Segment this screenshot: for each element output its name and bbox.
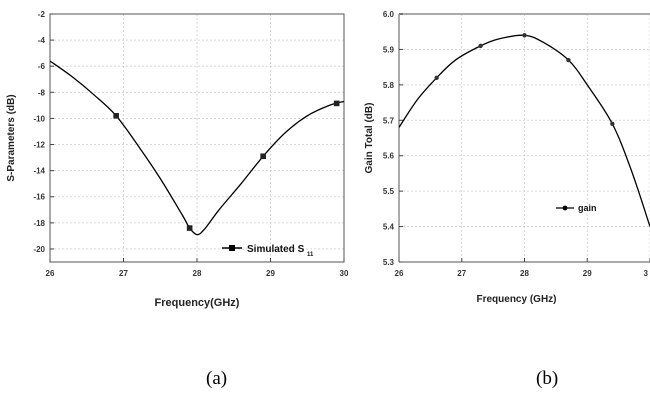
legend-label: gain [578,203,597,213]
y-tick-label: 5.5 [383,187,395,196]
y-tick-label: -14 [33,167,45,176]
y-tick-label: -4 [38,36,46,45]
x-tick-label: 27 [457,269,466,278]
legend-label: Simulated S [247,244,305,255]
x-tick-label: 3 [644,269,649,278]
data-point [333,100,340,107]
chart-a: -2 -4 -6 -8 -10 -12 -14 -16 -18 -20 26 27 28 29 30 Freq… [6,10,349,309]
data-point [113,113,119,119]
y-tick-label: -2 [38,10,46,19]
data-point [566,57,571,63]
y-tick-label: 6.0 [383,10,395,19]
y-tick-label: 5.4 [383,223,395,232]
y-tick-label: -16 [33,193,45,202]
legend-label-subscript: 11 [307,252,314,258]
panel-label-a: (a) [206,368,228,389]
data-point [260,153,266,160]
series-line [49,60,345,236]
y-tick-label: -8 [38,88,46,97]
x-axis-label: Frequency (GHz) [476,294,556,305]
legend-marker [229,245,235,251]
x-tick-label: 28 [520,269,529,278]
x-tick-label: 26 [46,269,55,278]
legend-marker [562,205,568,211]
y-tick-label: -10 [33,114,45,123]
chart-b: 5.3 5.4 5.5 5.6 5.7 5.8 5.9 6.0 26 27 28 29 3 Frequen… [364,10,650,305]
x-tick-label: 29 [583,269,592,278]
x-tick-label: 28 [193,269,202,278]
y-axis-label: Gain Total (dB) [364,103,375,174]
y-tick-label: 5.3 [383,258,395,267]
x-tick-label: 29 [266,269,275,278]
y-tick-label: 5.8 [383,81,395,90]
y-tick-label: -20 [33,245,45,254]
y-tick-label: 5.7 [383,116,395,125]
y-tick-label: 5.6 [383,152,395,161]
x-tick-label: 26 [395,269,404,278]
y-tick-label: -12 [33,141,45,150]
y-tick-label: -6 [38,62,46,71]
y-tick-label: 5.9 [383,45,395,54]
data-point [434,75,439,80]
data-point [478,43,483,49]
x-tick-label: 27 [119,269,128,278]
x-tick-label: 30 [340,269,349,278]
data-point [186,225,193,231]
y-axis-label: S-Parameters (dB) [6,94,17,181]
data-point [610,121,615,127]
panel-label-b: (b) [536,368,559,389]
x-axis-label: Frequency(GHz) [155,297,240,309]
data-point [522,33,527,38]
y-tick-label: -18 [33,219,45,228]
